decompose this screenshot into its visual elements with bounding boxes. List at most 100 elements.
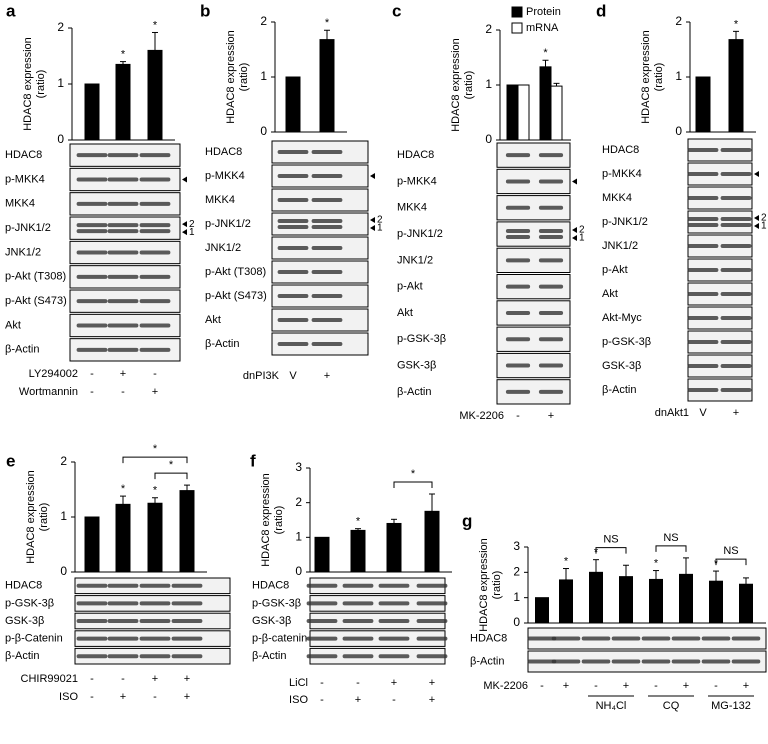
y-tick-label: 0 [57, 132, 64, 146]
y-tick-label: 3 [513, 539, 520, 553]
blot-box [69, 216, 181, 240]
bracket [154, 472, 188, 480]
blot-band [505, 205, 531, 210]
blot-box [687, 210, 753, 234]
bar [424, 510, 440, 573]
bracket-label: NS [663, 532, 678, 544]
blot-band [171, 583, 203, 588]
blot-band [306, 583, 338, 588]
condition-value: - [714, 680, 718, 692]
blot-band [76, 601, 108, 606]
bracket-label: NS [723, 545, 738, 557]
band-arrow [182, 229, 187, 236]
blot-label: Akt-Myc [602, 312, 642, 324]
y-tick-label: 0 [485, 132, 492, 146]
y-axis-label: (ratio) [38, 503, 50, 532]
blot-band [538, 284, 564, 289]
blot-band [277, 174, 309, 178]
bar [517, 84, 530, 141]
bar [314, 536, 330, 573]
blot-band [505, 337, 531, 342]
blot-band [107, 177, 139, 182]
condition-value: + [324, 370, 330, 382]
blot-band [538, 179, 564, 184]
condition-value: + [548, 410, 554, 422]
bar [84, 83, 100, 141]
band-arrow [182, 176, 187, 183]
y-tick-label: 2 [295, 495, 302, 509]
blot-band [538, 235, 564, 240]
blot-band [76, 636, 108, 641]
blot-band [342, 636, 374, 641]
blot-label: GSK-3β [602, 360, 641, 372]
bar [550, 85, 563, 141]
group-label: CQ [663, 700, 680, 712]
band-marker: 1 [579, 233, 585, 244]
y-tick-label: 0 [60, 564, 67, 578]
y-axis-label: HDAC8 expression [225, 30, 237, 124]
blot-band [551, 636, 581, 641]
y-tick-label: 2 [513, 565, 520, 579]
band-marker: 2 [189, 219, 195, 230]
condition-value: - [594, 680, 598, 692]
y-tick-label: 0 [513, 615, 520, 629]
blot-band [720, 340, 752, 344]
blot-band [611, 659, 641, 664]
blot-band [76, 177, 108, 182]
band-arrow [572, 227, 577, 234]
bar [147, 49, 163, 141]
blot-band [551, 659, 581, 664]
blot-band [171, 654, 203, 659]
blot-band [671, 636, 701, 641]
blot-band [139, 250, 171, 255]
bar [386, 522, 402, 573]
bracket [715, 558, 747, 566]
blot-band [720, 388, 752, 392]
blot-band [720, 148, 752, 152]
y-axis-label: (ratio) [273, 506, 285, 535]
blot-band [342, 654, 374, 659]
condition-name: CHIR99021 [21, 673, 78, 685]
band-arrow [572, 235, 577, 242]
condition-value: - [654, 680, 658, 692]
significance-star: * [543, 47, 548, 59]
blot-band [76, 583, 108, 588]
y-tick-label: 1 [485, 77, 492, 91]
condition-value: - [90, 386, 94, 398]
blot-band [76, 229, 108, 234]
y-tick-label: 2 [57, 20, 64, 34]
condition-value: + [391, 677, 397, 689]
blot-label: β-Actin [397, 386, 431, 398]
condition-value: V [699, 407, 707, 419]
blot-band [687, 172, 719, 176]
blot-band [538, 229, 564, 234]
bracket [655, 545, 687, 552]
bar [319, 39, 335, 133]
y-axis-label: (ratio) [238, 63, 250, 92]
blot-band [720, 268, 752, 272]
blot-band [505, 284, 531, 289]
bar [739, 583, 753, 624]
blot-label: β-Actin [252, 650, 286, 662]
blot-band [76, 201, 108, 206]
y-tick-label: 1 [675, 69, 682, 83]
condition-value: + [184, 691, 190, 703]
blot-band [687, 388, 719, 392]
blot-label: HDAC8 [397, 149, 434, 161]
blot-band [139, 654, 171, 659]
blot-band [139, 153, 171, 158]
blot-label: Akt [602, 288, 618, 300]
blot-band [416, 601, 448, 606]
bar [115, 503, 131, 573]
y-axis-label: HDAC8 expression [478, 538, 490, 632]
blot-band [701, 636, 731, 641]
bracket-label: * [169, 459, 174, 471]
y-tick-label: 2 [675, 14, 682, 28]
blot-label: MKK4 [5, 198, 35, 210]
blot-band [171, 636, 203, 641]
y-axis-label: HDAC8 expression [450, 38, 462, 132]
bar [559, 579, 573, 624]
blot-label: p-Akt (S473) [205, 290, 267, 302]
blot-band [378, 619, 410, 623]
significance-star: * [121, 483, 126, 495]
